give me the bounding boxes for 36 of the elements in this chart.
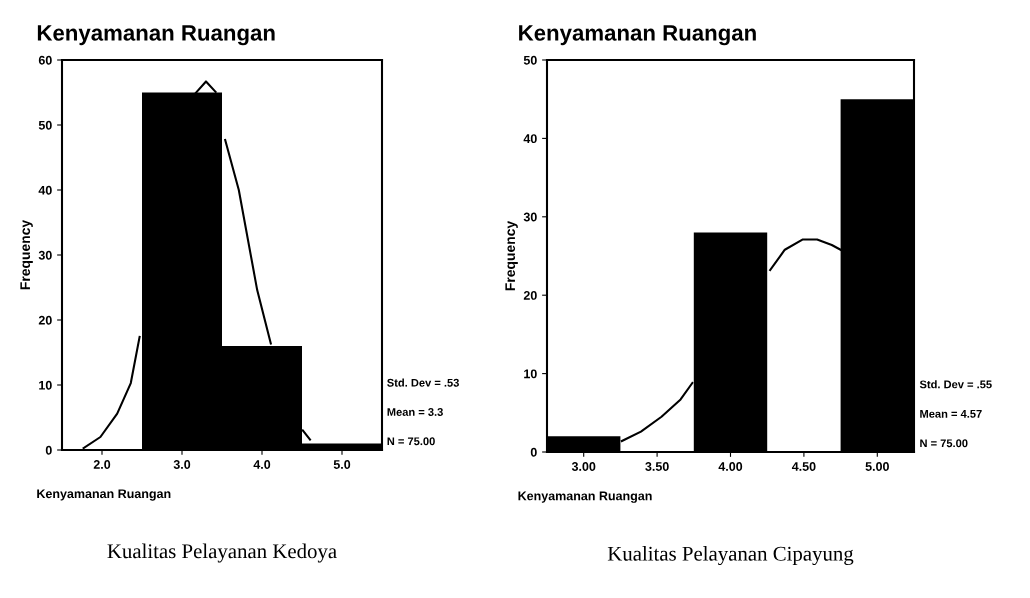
- y-tick-label: 0: [45, 445, 52, 455]
- y-tick-label: 30: [38, 250, 52, 260]
- x-tick-label: 3.00: [571, 462, 596, 471]
- y-tick-label: 50: [38, 120, 52, 130]
- chart-title: Kenyamanan Ruangan: [519, 25, 756, 46]
- x-axis-title: Kenyamanan Ruangan: [37, 489, 171, 501]
- text: Mean = 4.57: [920, 409, 982, 418]
- x-axis-title: Kenyamanan Ruangan: [518, 491, 652, 503]
- x-tick-label: 3.0: [173, 460, 191, 469]
- y-axis-title: Frequency: [505, 220, 518, 291]
- text: N = 75.00: [387, 437, 435, 446]
- x-tick-label: 4.0: [253, 460, 271, 469]
- y-tick-label: 40: [523, 134, 537, 144]
- y-tick-label: 40: [38, 185, 52, 195]
- text: N = 75.00: [920, 439, 968, 448]
- y-tick-label: 0: [530, 447, 537, 457]
- x-tick-label: 5.0: [333, 460, 351, 469]
- x-tick-label: 3.50: [645, 462, 669, 471]
- x-tick-label: 4.50: [791, 462, 816, 471]
- chart-title: Kenyamanan Ruangan: [37, 25, 275, 46]
- text: Mean = 3.3: [387, 408, 443, 416]
- y-tick-label: 20: [523, 291, 537, 300]
- x-tick-label: 2.0: [93, 460, 111, 469]
- text: Kualitas Pelayanan Cipayung: [607, 546, 854, 566]
- x-tick-label: 4.00: [718, 462, 743, 471]
- y-tick-label: 20: [38, 315, 52, 325]
- y-tick-label: 10: [39, 380, 52, 390]
- y-tick-label: 60: [38, 55, 52, 65]
- y-axis-title: Frequency: [20, 219, 33, 290]
- text: Std. Dev = .55: [919, 380, 992, 389]
- x-tick-label: 5.00: [865, 462, 889, 471]
- text: Std. Dev = .53: [387, 378, 459, 387]
- y-tick-label: 10: [524, 369, 537, 379]
- text: Kualitas Pelayanan Kedoya: [107, 543, 337, 563]
- y-tick-label: 50: [523, 55, 537, 65]
- y-tick-label: 30: [523, 212, 537, 222]
